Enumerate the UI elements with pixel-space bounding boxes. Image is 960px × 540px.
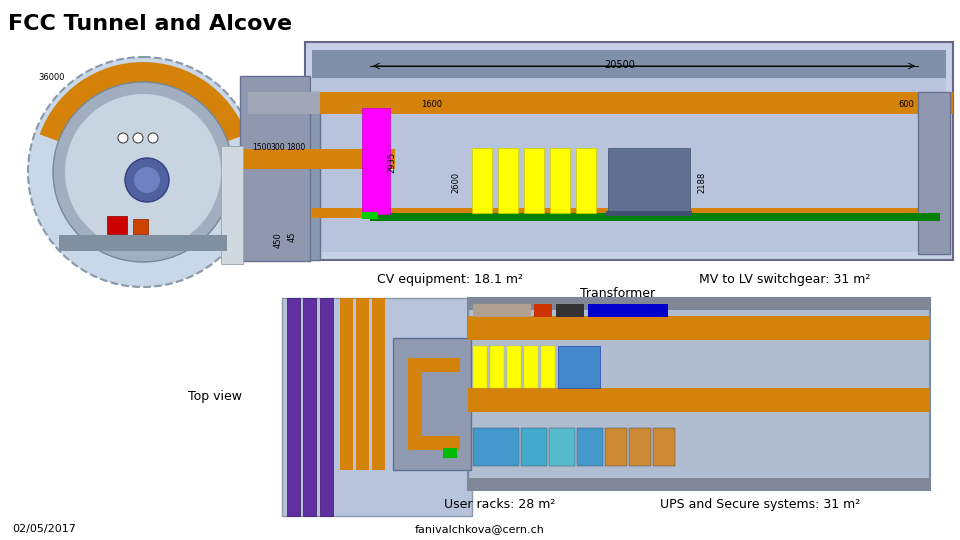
Bar bbox=[393, 338, 471, 470]
Bar bbox=[408, 358, 460, 372]
Bar bbox=[588, 304, 668, 317]
Circle shape bbox=[53, 82, 233, 262]
Bar bbox=[107, 216, 127, 234]
Bar bbox=[558, 346, 600, 388]
Text: 20500: 20500 bbox=[605, 60, 636, 70]
Bar bbox=[608, 148, 690, 213]
Bar bbox=[340, 298, 353, 470]
Bar bbox=[468, 316, 930, 340]
Text: 1800: 1800 bbox=[286, 143, 305, 152]
Bar bbox=[59, 235, 227, 251]
Text: Transformer: Transformer bbox=[581, 287, 656, 300]
Bar bbox=[473, 304, 531, 317]
Text: 600: 600 bbox=[898, 100, 914, 109]
Bar bbox=[490, 346, 504, 388]
Bar bbox=[227, 149, 395, 169]
Bar bbox=[240, 76, 310, 261]
Bar bbox=[606, 211, 692, 216]
Bar bbox=[468, 298, 930, 490]
Text: fanivalchkova@cern.ch: fanivalchkova@cern.ch bbox=[415, 524, 545, 534]
Bar bbox=[577, 428, 603, 466]
Circle shape bbox=[28, 57, 258, 287]
Bar bbox=[498, 148, 518, 213]
Bar bbox=[556, 304, 584, 317]
Text: FCC Tunnel and Alcove: FCC Tunnel and Alcove bbox=[8, 14, 292, 34]
Bar bbox=[312, 50, 946, 78]
Bar bbox=[248, 92, 320, 260]
Bar bbox=[521, 428, 547, 466]
Bar bbox=[282, 298, 472, 516]
Bar bbox=[472, 148, 492, 213]
Bar bbox=[629, 428, 651, 466]
Text: 36000: 36000 bbox=[38, 73, 64, 82]
Bar bbox=[549, 428, 575, 466]
Text: MV to LV switchgear: 31 m²: MV to LV switchgear: 31 m² bbox=[699, 273, 871, 286]
Bar bbox=[372, 298, 385, 470]
Bar bbox=[524, 148, 544, 213]
Wedge shape bbox=[39, 62, 247, 172]
Text: 02/05/2017: 02/05/2017 bbox=[12, 524, 76, 534]
Bar bbox=[507, 346, 521, 388]
Bar bbox=[312, 208, 946, 218]
Bar bbox=[653, 428, 675, 466]
Bar bbox=[443, 448, 457, 458]
Bar bbox=[534, 304, 552, 317]
Text: 45: 45 bbox=[287, 232, 297, 242]
Bar bbox=[408, 436, 460, 450]
Bar bbox=[221, 146, 243, 264]
Text: User racks: 28 m²: User racks: 28 m² bbox=[444, 498, 556, 511]
Bar bbox=[312, 50, 946, 252]
Bar bbox=[362, 108, 390, 214]
Text: 1600: 1600 bbox=[421, 100, 443, 109]
Bar bbox=[133, 219, 148, 234]
Circle shape bbox=[125, 158, 169, 202]
Text: CV equipment: 18.1 m²: CV equipment: 18.1 m² bbox=[377, 273, 523, 286]
Circle shape bbox=[134, 167, 160, 193]
Bar bbox=[362, 212, 378, 219]
Bar bbox=[248, 92, 953, 114]
Bar bbox=[473, 428, 519, 466]
Bar bbox=[303, 298, 316, 516]
Bar bbox=[408, 358, 422, 450]
Bar bbox=[473, 346, 487, 388]
Circle shape bbox=[133, 133, 143, 143]
Text: 2935: 2935 bbox=[388, 151, 396, 173]
Bar bbox=[550, 148, 570, 213]
Bar bbox=[287, 298, 300, 516]
Bar bbox=[468, 388, 930, 412]
Text: UPS and Secure systems: 31 m²: UPS and Secure systems: 31 m² bbox=[660, 498, 860, 511]
Bar bbox=[320, 298, 333, 516]
Bar bbox=[524, 346, 538, 388]
Bar bbox=[356, 298, 369, 470]
Text: 1500: 1500 bbox=[252, 143, 272, 152]
Bar bbox=[248, 92, 320, 114]
Bar bbox=[576, 148, 596, 213]
Circle shape bbox=[65, 94, 221, 250]
Text: Top view: Top view bbox=[188, 390, 242, 403]
Bar bbox=[918, 92, 950, 254]
Text: 2600: 2600 bbox=[451, 171, 461, 193]
Bar bbox=[468, 478, 930, 490]
Bar bbox=[541, 346, 555, 388]
Bar bbox=[370, 213, 940, 221]
Text: 2188: 2188 bbox=[698, 171, 707, 193]
Text: 300: 300 bbox=[271, 143, 285, 152]
Bar bbox=[468, 298, 930, 310]
Bar bbox=[305, 42, 953, 260]
Text: 450: 450 bbox=[274, 232, 282, 248]
Circle shape bbox=[148, 133, 158, 143]
Bar bbox=[605, 428, 627, 466]
Circle shape bbox=[118, 133, 128, 143]
